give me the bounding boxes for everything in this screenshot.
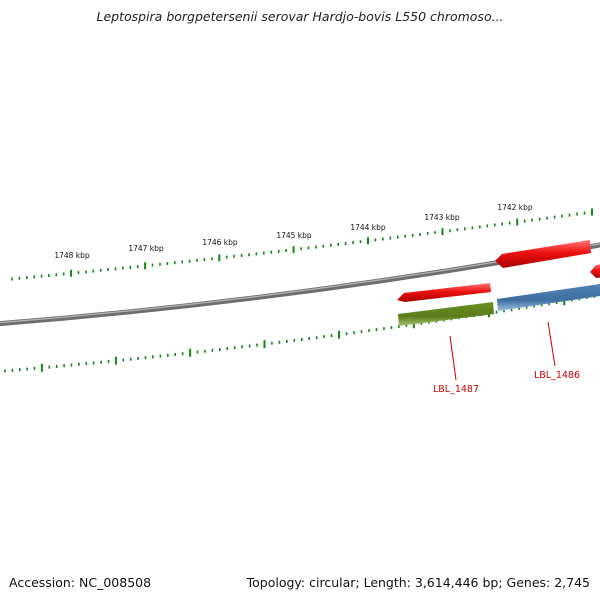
gene-LBL_1487-box[interactable]: [398, 302, 494, 326]
accession-text: Accession: NC_008508: [9, 575, 152, 590]
kbp-label-1746: 1746 kbp: [202, 238, 238, 247]
gene-LBL_1486-label[interactable]: LBL_1486: [534, 370, 580, 381]
kbp-label-1743: 1743 kbp: [424, 213, 460, 222]
gene-LBL_1486-box[interactable]: [497, 284, 600, 311]
map-title: Leptospira borgpetersenii serovar Hardjo…: [96, 9, 504, 24]
gene-LBL_1487-leader: [449, 335, 457, 381]
outer-tick-track: [11, 208, 593, 281]
gene-LBL_1486-leader: [547, 321, 556, 367]
kbp-label-1744: 1744 kbp: [350, 223, 386, 232]
feature-arrow-red-1[interactable]: [397, 283, 491, 302]
kbp-label-1748: 1748 kbp: [54, 251, 90, 260]
feature-arrow-red-3[interactable]: [590, 264, 600, 278]
kbp-label-1747: 1747 kbp: [128, 244, 164, 253]
kbp-label-1745: 1745 kbp: [276, 231, 312, 240]
feature-arrow-red-2[interactable]: [495, 240, 591, 268]
kbp-label-1742: 1742 kbp: [497, 203, 533, 212]
genome-summary-text: Topology: circular; Length: 3,614,446 bp…: [246, 575, 590, 590]
gene-LBL_1487-label[interactable]: LBL_1487: [433, 384, 479, 395]
